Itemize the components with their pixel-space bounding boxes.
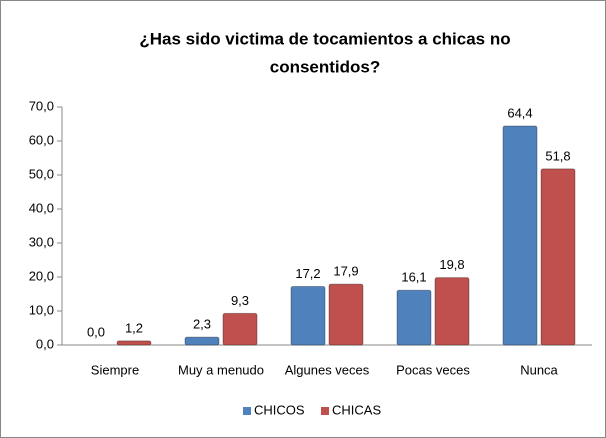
bar <box>434 277 470 346</box>
bar <box>222 312 258 346</box>
y-tick-label: 50,0 <box>29 166 54 181</box>
x-tick-label: Pocas veces <box>396 362 470 377</box>
data-label: 64,4 <box>507 105 532 120</box>
bar <box>502 125 538 346</box>
chart-title: ¿Has sido victima de tocamientos a chica… <box>139 29 510 48</box>
legend-swatch <box>321 407 329 415</box>
x-tick-label: Algunes veces <box>285 362 370 377</box>
bar <box>184 336 220 346</box>
bar <box>540 168 576 346</box>
y-tick-label: 40,0 <box>29 200 54 215</box>
data-label: 1,2 <box>125 320 143 335</box>
data-label: 9,3 <box>231 293 249 308</box>
x-tick-label: Muy a menudo <box>178 362 264 377</box>
bar <box>396 289 432 346</box>
bar <box>290 286 326 346</box>
data-label: 51,8 <box>545 148 570 163</box>
y-tick-label: 0,0 <box>36 336 54 351</box>
data-label: 17,9 <box>333 264 358 279</box>
data-label: 17,2 <box>295 266 320 281</box>
data-label: 16,1 <box>401 270 426 285</box>
y-tick-label: 70,0 <box>29 98 54 113</box>
y-tick-label: 20,0 <box>29 268 54 283</box>
y-tick-label: 60,0 <box>29 132 54 147</box>
legend-label: CHICOS <box>254 402 305 417</box>
x-tick-label: Nunca <box>520 362 558 377</box>
data-label: 19,8 <box>439 257 464 272</box>
legend-swatch <box>243 407 251 415</box>
x-tick-label: Siempre <box>91 362 139 377</box>
bar <box>328 283 364 346</box>
chart-title: consentidos? <box>270 57 381 76</box>
legend-label: CHICAS <box>332 402 381 417</box>
data-label: 2,3 <box>193 317 211 332</box>
y-tick-label: 10,0 <box>29 302 54 317</box>
data-label: 0,0 <box>87 324 105 339</box>
y-tick-label: 30,0 <box>29 234 54 249</box>
bar <box>116 340 152 346</box>
